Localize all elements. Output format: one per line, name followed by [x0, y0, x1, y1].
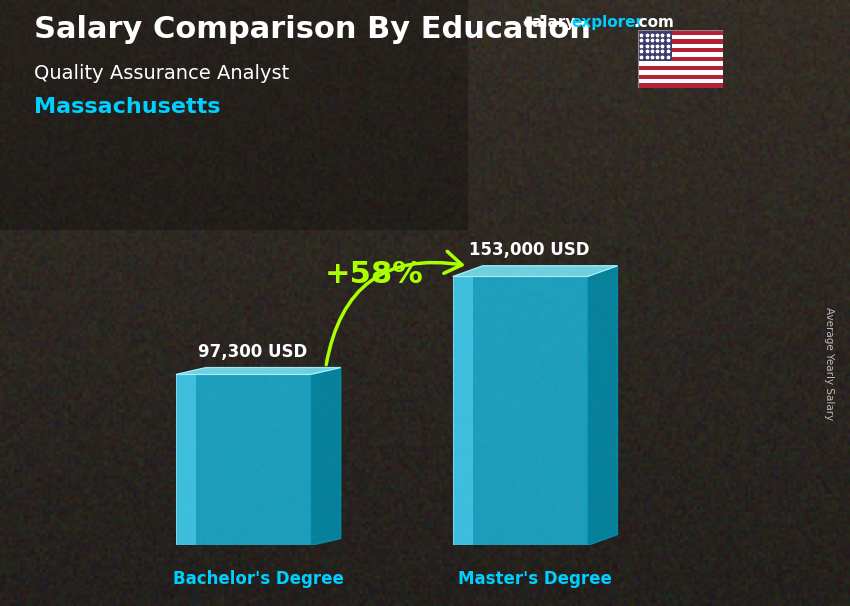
Text: salary: salary: [523, 15, 575, 30]
Bar: [638, 39, 722, 44]
Text: Salary Comparison By Education: Salary Comparison By Education: [34, 15, 591, 44]
Polygon shape: [453, 266, 617, 276]
Bar: [638, 61, 722, 65]
Bar: [638, 35, 722, 39]
Bar: [638, 30, 672, 61]
Bar: [176, 375, 196, 545]
Polygon shape: [176, 368, 341, 375]
Bar: [176, 375, 311, 545]
Bar: [453, 276, 587, 545]
Polygon shape: [587, 266, 617, 545]
Text: Massachusetts: Massachusetts: [34, 97, 220, 117]
Bar: [638, 53, 722, 57]
Bar: [638, 70, 722, 75]
Text: 97,300 USD: 97,300 USD: [198, 343, 307, 361]
Text: Bachelor's Degree: Bachelor's Degree: [173, 570, 344, 588]
Bar: [638, 30, 722, 35]
Bar: [638, 84, 722, 88]
Polygon shape: [311, 368, 341, 545]
Bar: [0, 0, 468, 230]
Bar: [638, 75, 722, 79]
Text: explorer: explorer: [571, 15, 643, 30]
Text: +58%: +58%: [325, 260, 423, 289]
Text: Master's Degree: Master's Degree: [458, 570, 612, 588]
Bar: [638, 48, 722, 53]
Text: Average Yearly Salary: Average Yearly Salary: [824, 307, 834, 420]
Bar: [638, 57, 722, 61]
Text: 153,000 USD: 153,000 USD: [469, 241, 589, 259]
Bar: [453, 276, 473, 545]
Text: Quality Assurance Analyst: Quality Assurance Analyst: [34, 64, 289, 82]
Bar: [638, 44, 722, 48]
Bar: [638, 65, 722, 70]
Text: .com: .com: [633, 15, 674, 30]
Bar: [638, 79, 722, 84]
